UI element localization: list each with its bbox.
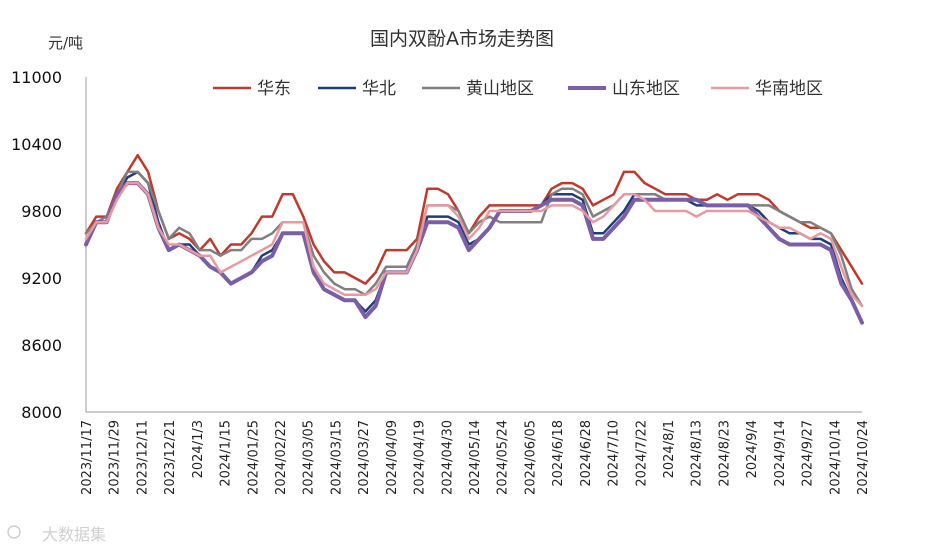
- x-tick-label: 2024/9/14: [773, 420, 788, 487]
- x-tick-label: 2024/8/1: [662, 420, 677, 478]
- series-line-0: [84, 153, 864, 285]
- x-tick-label: 2023/12/21: [163, 420, 178, 495]
- x-tick-label: 2023/11/17: [80, 420, 95, 495]
- y-tick-label: 9200: [21, 269, 62, 288]
- x-tick-label: 2024/6/28: [579, 420, 594, 487]
- x-tick-label: 2024/7/22: [634, 420, 649, 487]
- x-tick-label: 2024/04/19: [413, 420, 428, 495]
- legend-label: 华北: [362, 79, 396, 99]
- x-tick-label: 2024/9/27: [801, 420, 816, 487]
- series-lines: [84, 153, 864, 325]
- x-tick-label: 2024/04/09: [385, 420, 400, 495]
- legend-item: 黄山地区: [422, 79, 534, 99]
- watermark: 大数据集: [7, 525, 106, 544]
- x-tick-label: 2024/8/13: [690, 420, 705, 487]
- legend-label: 华东: [257, 79, 291, 99]
- legend-item: 华东: [213, 79, 291, 99]
- series-line-4: [84, 181, 864, 308]
- x-tick-label: 2024/03/05: [302, 420, 317, 495]
- x-tick-label: 2024/7/10: [607, 420, 622, 487]
- x-tick-label: 2024/03/27: [357, 420, 372, 495]
- y-tick-label: 10400: [11, 135, 62, 154]
- x-tick-label: 2024/9/4: [745, 420, 760, 478]
- x-axis: 2023/11/17 2023/11/29 2023/12/11 2023/12/21…: [80, 411, 871, 495]
- x-tick-label: 2024/05/14: [468, 420, 483, 495]
- y-tick-label: 8000: [21, 403, 62, 422]
- y-tick-label: 8600: [21, 336, 62, 355]
- x-tick-label: 2024/6/18: [551, 420, 566, 487]
- x-tick-label: 2024/04/30: [440, 420, 455, 495]
- y-tick-label: 9800: [21, 202, 62, 221]
- y-axis: 8000 8600 9200 9800 10400 11000: [11, 68, 87, 422]
- x-tick-label: 2024/01/25: [246, 420, 261, 495]
- x-tick-label: 2024/10/14: [828, 420, 843, 495]
- x-tick-label: 2023/11/29: [108, 420, 123, 495]
- legend-label: 华南地区: [755, 79, 823, 99]
- y-tick-label: 11000: [11, 68, 62, 87]
- series-line-2: [84, 170, 864, 308]
- x-tick-label: 2023/12/11: [135, 420, 150, 495]
- legend: 华东 华北 黄山地区 山东地区 华南地区: [213, 79, 823, 99]
- y-axis-unit: 元/吨: [48, 34, 83, 52]
- x-tick-label: 2024/02/22: [274, 420, 289, 495]
- x-tick-label: 2024/06/05: [523, 420, 538, 495]
- x-tick-label: 2024/10/24: [856, 420, 871, 495]
- legend-item: 华南地区: [711, 79, 823, 99]
- x-tick-label: 2024/1/15: [219, 420, 234, 487]
- series-line-3: [84, 181, 864, 325]
- watermark-text: 大数据集: [42, 525, 106, 544]
- watermark-logo-icon: [7, 525, 21, 539]
- legend-label: 黄山地区: [466, 79, 534, 99]
- legend-item: 华北: [318, 79, 396, 99]
- x-tick-label: 2024/8/23: [717, 420, 732, 487]
- x-tick-label: 2024/05/24: [496, 420, 511, 495]
- x-tick-label: 2024/03/15: [329, 420, 344, 495]
- legend-item: 山东地区: [568, 79, 680, 99]
- x-tick-label: 2024/1/3: [191, 420, 206, 478]
- chart-title: 国内双酚A市场走势图: [370, 28, 554, 50]
- legend-label: 山东地区: [612, 79, 680, 99]
